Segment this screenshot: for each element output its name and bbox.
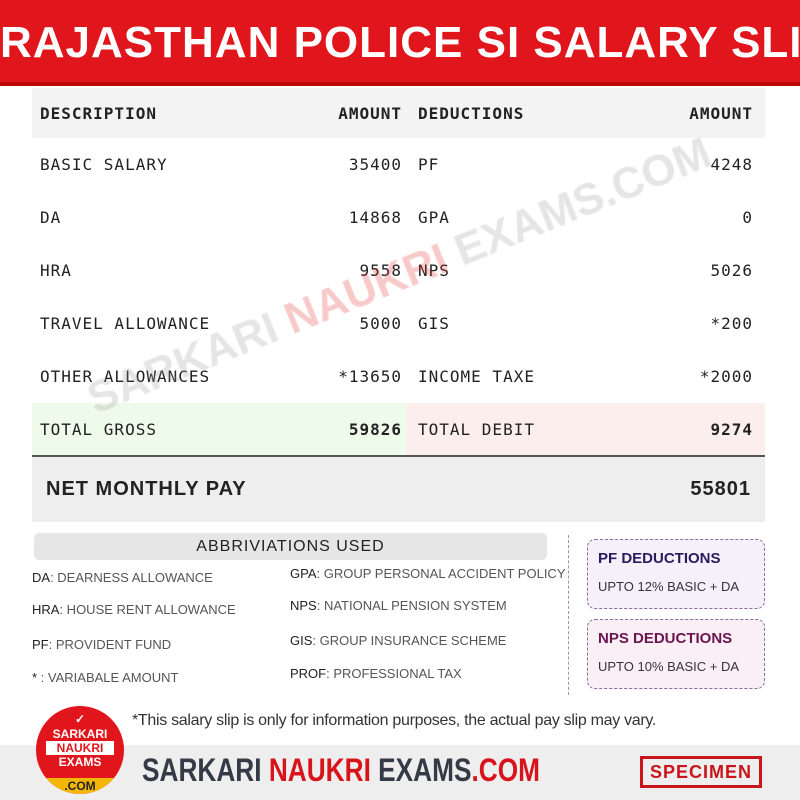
abbreviation-item: GPA: GROUP PERSONAL ACCIDENT POLICY (290, 566, 566, 581)
table-row: OTHER ALLOWANCES *13650 INCOME TAXE *2000 (32, 350, 765, 403)
logo-text: EXAMS (58, 755, 102, 769)
table-cell: DA (40, 208, 62, 227)
table-cell: HRA (40, 261, 72, 280)
abbreviation-item: GIS: GROUP INSURANCE SCHEME (290, 633, 506, 648)
logo-text: SARKARI (52, 727, 108, 741)
table-cell: 0 (742, 208, 753, 227)
table-cell: *2000 (699, 367, 753, 386)
table-cell: NPS (418, 261, 450, 280)
table-header: DESCRIPTION AMOUNT DEDUCTIONS AMOUNT (32, 88, 765, 138)
col-amount: AMOUNT (689, 103, 753, 123)
net-pay-row: NET MONTHLY PAY 55801 (32, 455, 765, 522)
table-cell: 4248 (710, 155, 753, 174)
abbr-value: : GROUP INSURANCE SCHEME (312, 633, 507, 648)
abbr-key: * (32, 670, 38, 685)
salary-table: DESCRIPTION AMOUNT DEDUCTIONS AMOUNT BAS… (32, 88, 765, 456)
table-cell: INCOME TAXE (418, 367, 535, 386)
table-row: DA 14868 GPA 0 (32, 191, 765, 244)
site-logo: ✓ SARKARI NAUKRI EXAMS .COM (36, 706, 124, 794)
brand-part: EXAMS (370, 752, 472, 788)
box-title: NPS DEDUCTIONS (598, 630, 733, 647)
abbreviation-item: * : VARIABALE AMOUNT (32, 670, 178, 685)
table-row: BASIC SALARY 35400 PF 4248 (32, 138, 765, 191)
footer-band (0, 745, 800, 800)
col-deductions: DEDUCTIONS (418, 103, 525, 123)
abbr-key: GPA (290, 566, 317, 581)
net-pay-value: 55801 (690, 478, 751, 500)
table-cell: 35400 (348, 155, 402, 174)
abbr-key: NPS (290, 598, 317, 613)
logo-text: NAUKRI (46, 741, 114, 755)
logo-text: .COM (36, 778, 124, 794)
table-cell: GIS (418, 314, 450, 333)
abbr-value: : NATIONAL PENSION SYSTEM (316, 598, 507, 613)
total-debit-label: TOTAL DEBIT (418, 420, 535, 439)
abbr-key: PF (32, 637, 49, 652)
abbreviation-item: DA: DEARNESS ALLOWANCE (32, 570, 213, 585)
abbr-key: HRA (32, 602, 60, 617)
check-icon: ✓ (74, 712, 86, 726)
deduction-info-box: NPS DEDUCTIONS UPTO 10% BASIC + DA (587, 619, 765, 689)
abbr-value: : HOUSE RENT ALLOWANCE (59, 602, 236, 617)
abbr-value: : PROFESSIONAL TAX (326, 666, 462, 681)
table-cell: 14868 (348, 208, 402, 227)
brand-part: NAUKRI (268, 752, 371, 788)
page-title: RAJASTHAN POLICE SI SALARY SLIP (0, 18, 800, 67)
abbr-value: : GROUP PERSONAL ACCIDENT POLICY (316, 566, 566, 581)
table-cell: TRAVEL ALLOWANCE (40, 314, 211, 333)
table-cell: 5026 (710, 261, 753, 280)
abbreviation-item: PF: PROVIDENT FUND (32, 637, 171, 652)
total-gross-value: 59826 (348, 420, 402, 439)
box-subtitle: UPTO 12% BASIC + DA (598, 579, 740, 594)
brand-part: .COM (471, 752, 540, 788)
abbreviation-item: HRA: HOUSE RENT ALLOWANCE (32, 602, 236, 617)
table-cell: PF (418, 155, 440, 174)
box-title: PF DEDUCTIONS (598, 550, 721, 567)
abbr-value: : DEARNESS ALLOWANCE (50, 570, 213, 585)
table-cell: 5000 (359, 314, 402, 333)
table-cell: GPA (418, 208, 450, 227)
table-row: TRAVEL ALLOWANCE 5000 GIS *200 (32, 297, 765, 350)
abbr-value: : VARIABALE AMOUNT (37, 670, 179, 685)
col-description: DESCRIPTION (40, 103, 157, 123)
abbr-value: : PROVIDENT FUND (48, 637, 172, 652)
brand-part: SARKARI (142, 752, 269, 788)
abbreviation-item: PROF: PROFESSIONAL TAX (290, 666, 462, 681)
brand-name: SARKARI NAUKRI EXAMS.COM (142, 752, 540, 789)
abbreviations-title: ABBRIVIATIONS USED (34, 533, 547, 560)
table-cell: OTHER ALLOWANCES (40, 367, 211, 386)
header-banner: RAJASTHAN POLICE SI SALARY SLIP (0, 0, 800, 86)
table-row: HRA 9558 NPS 5026 (32, 244, 765, 297)
col-amount: AMOUNT (338, 103, 402, 123)
abbreviation-item: NPS: NATIONAL PENSION SYSTEM (290, 598, 507, 613)
disclaimer: *This salary slip is only for informatio… (132, 712, 657, 729)
divider (568, 535, 569, 695)
abbr-key: DA (32, 570, 51, 585)
net-pay-label: NET MONTHLY PAY (46, 478, 247, 500)
specimen-stamp: SPECIMEN (640, 756, 762, 788)
table-cell: BASIC SALARY (40, 155, 168, 174)
total-debit-value: 9274 (710, 420, 753, 439)
total-gross-label: TOTAL GROSS (40, 420, 157, 439)
abbr-key: PROF (290, 666, 327, 681)
table-cell: 9558 (359, 261, 402, 280)
total-row: TOTAL GROSS 59826 TOTAL DEBIT 9274 (32, 403, 765, 456)
box-subtitle: UPTO 10% BASIC + DA (598, 659, 740, 674)
table-cell: *13650 (338, 367, 402, 386)
abbr-key: GIS (290, 633, 313, 648)
table-cell: *200 (710, 314, 753, 333)
deduction-info-box: PF DEDUCTIONS UPTO 12% BASIC + DA (587, 539, 765, 609)
